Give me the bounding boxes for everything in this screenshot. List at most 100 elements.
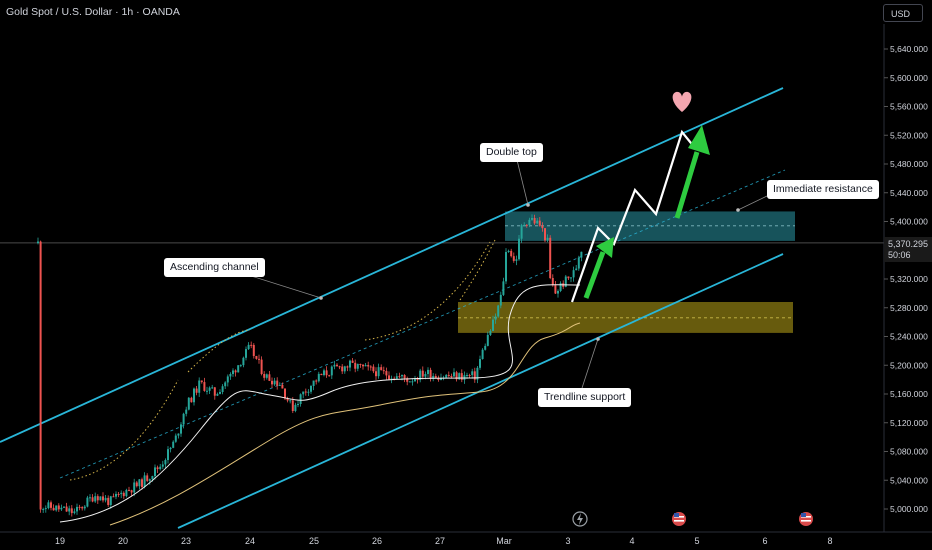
- candle-body: [554, 285, 557, 294]
- current-price-tag: 5,370.295 50:06: [884, 237, 932, 262]
- candle-body: [73, 511, 76, 514]
- candle-body: [203, 382, 206, 391]
- time-tick-label: 3: [565, 536, 570, 546]
- candle-body: [156, 467, 159, 470]
- candle-body: [130, 490, 133, 493]
- channel-midline: [59, 169, 786, 479]
- price-tick-label: 5,040.000: [890, 475, 928, 485]
- candle-body: [406, 378, 409, 382]
- candle-body: [408, 381, 411, 383]
- lightning-event-icon: [572, 511, 588, 527]
- candle-body: [276, 380, 279, 386]
- candle-body: [47, 502, 50, 509]
- candle-body: [151, 476, 154, 480]
- candle-body: [291, 400, 294, 411]
- candle-body: [122, 492, 125, 497]
- candle-body: [219, 392, 221, 394]
- candle-body: [489, 330, 492, 335]
- candle-body: [37, 241, 39, 244]
- candle-body: [239, 365, 242, 367]
- ascending-channel-label[interactable]: Ascending channel: [164, 258, 265, 277]
- candle-body: [385, 370, 388, 376]
- candle-body: [388, 375, 390, 380]
- candle-body: [411, 381, 414, 383]
- candle-body: [55, 505, 58, 511]
- candle-body: [367, 364, 370, 367]
- price-tick-label: 5,080.000: [890, 447, 928, 457]
- candle-body: [102, 496, 104, 501]
- candle-body: [148, 479, 151, 481]
- candle-body: [268, 374, 271, 381]
- candle-body: [213, 387, 216, 396]
- candle-body: [81, 507, 84, 509]
- candle-body: [369, 366, 372, 368]
- currency-button[interactable]: USD: [883, 4, 923, 22]
- candle-body: [557, 290, 559, 294]
- candle-body: [39, 241, 42, 510]
- candle-body: [580, 251, 583, 258]
- time-tick-label: 4: [629, 536, 634, 546]
- candle-body: [484, 345, 487, 350]
- candle-body: [271, 380, 273, 385]
- price-tick-label: 5,320.000: [890, 274, 928, 284]
- time-tick-label: 20: [118, 536, 128, 546]
- trendline-support-leader: [581, 338, 599, 389]
- flag-icon-stripe: [801, 520, 811, 522]
- candle-body: [510, 250, 513, 257]
- candle-body: [57, 505, 60, 510]
- candle-body: [460, 373, 463, 380]
- candle-body: [538, 220, 541, 226]
- flag-icon-canton: [674, 513, 679, 517]
- candle-body: [297, 404, 299, 406]
- candle-body: [525, 224, 528, 226]
- price-tick-label: 5,640.000: [890, 44, 928, 54]
- candle-body: [281, 384, 284, 389]
- candle-body: [486, 334, 489, 346]
- candle-body: [512, 256, 515, 261]
- candle-body: [354, 362, 357, 369]
- candle-body: [91, 497, 94, 502]
- candle-body: [99, 496, 102, 501]
- candle-body: [107, 497, 110, 505]
- current-price-label: 5,370.295: [888, 239, 929, 249]
- candle-body: [531, 218, 533, 220]
- time-tick-label: 27: [435, 536, 445, 546]
- candle-body: [421, 370, 424, 377]
- candle-body: [208, 387, 211, 391]
- candle-body: [346, 366, 349, 368]
- candle-body: [570, 277, 572, 279]
- candle-body: [177, 433, 180, 436]
- price-axis: 5,640.000 5,600.000 5,560.000 5,520.000 5,48…: [883, 24, 932, 532]
- candle-body: [546, 237, 549, 241]
- candle-body: [63, 506, 65, 508]
- candle-body: [312, 380, 315, 386]
- candle-body: [304, 391, 307, 393]
- candle-body: [356, 363, 359, 369]
- candle-body: [232, 370, 234, 374]
- candle-body: [167, 449, 169, 461]
- time-tick-label: 6: [762, 536, 767, 546]
- us-flag-event-icon: [672, 512, 686, 526]
- candle-body: [447, 374, 450, 376]
- candle-body: [507, 250, 510, 253]
- projected-path: [570, 129, 696, 303]
- candle-body: [380, 367, 383, 371]
- double-top-label[interactable]: Double top: [480, 143, 543, 162]
- candle-body: [458, 373, 461, 380]
- swing-dotted-curve: [69, 379, 179, 481]
- candle-body: [307, 391, 310, 393]
- candle-body: [359, 363, 362, 365]
- candle-body: [351, 360, 354, 363]
- immediate-resistance-label[interactable]: Immediate resistance: [767, 180, 879, 199]
- candle-body: [258, 358, 260, 360]
- candle-body: [89, 497, 91, 499]
- trendline-support-label[interactable]: Trendline support: [538, 388, 632, 407]
- candle-body: [497, 305, 500, 317]
- event-icons: [572, 511, 813, 527]
- candle-body: [104, 497, 107, 501]
- candle-body: [190, 397, 193, 403]
- candle-body: [494, 316, 497, 320]
- candle-body: [169, 447, 172, 450]
- candle-body: [505, 252, 507, 282]
